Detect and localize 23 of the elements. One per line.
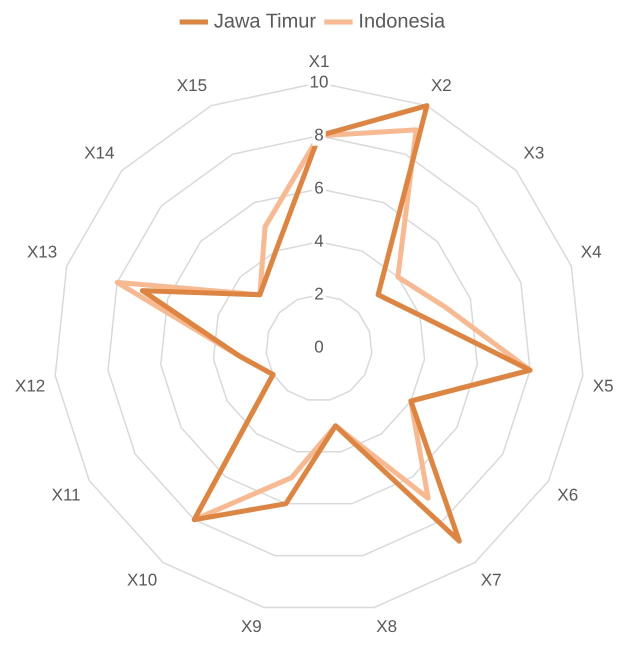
y-tick-label: 2 <box>314 284 324 304</box>
spoke-label: X10 <box>126 570 158 590</box>
spoke-label: X13 <box>26 242 58 262</box>
legend-label: Jawa Timur <box>214 10 316 33</box>
spoke-label: X4 <box>580 242 602 262</box>
spoke-label: X6 <box>557 486 578 505</box>
spoke-label: X2 <box>430 76 452 96</box>
spoke-label: X8 <box>376 617 398 636</box>
spoke-label: X14 <box>84 143 114 162</box>
spoke-label: X5 <box>592 376 614 396</box>
spoke-label: X9 <box>240 617 262 636</box>
spoke-label: X15 <box>176 76 208 96</box>
y-tick-label: 0 <box>314 338 324 357</box>
y-tick-label: 4 <box>314 232 324 251</box>
spoke-label: X3 <box>524 143 544 162</box>
legend-label: Indonesia <box>358 10 446 33</box>
spoke-label: X11 <box>52 486 81 505</box>
spoke-label: X1 <box>308 52 330 72</box>
y-tick-label: 10 <box>310 72 328 92</box>
spoke-label: X7 <box>480 570 502 590</box>
y-tick-label: 6 <box>314 178 324 198</box>
y-tick-label: 8 <box>314 125 324 144</box>
spoke-label: X12 <box>15 376 46 396</box>
